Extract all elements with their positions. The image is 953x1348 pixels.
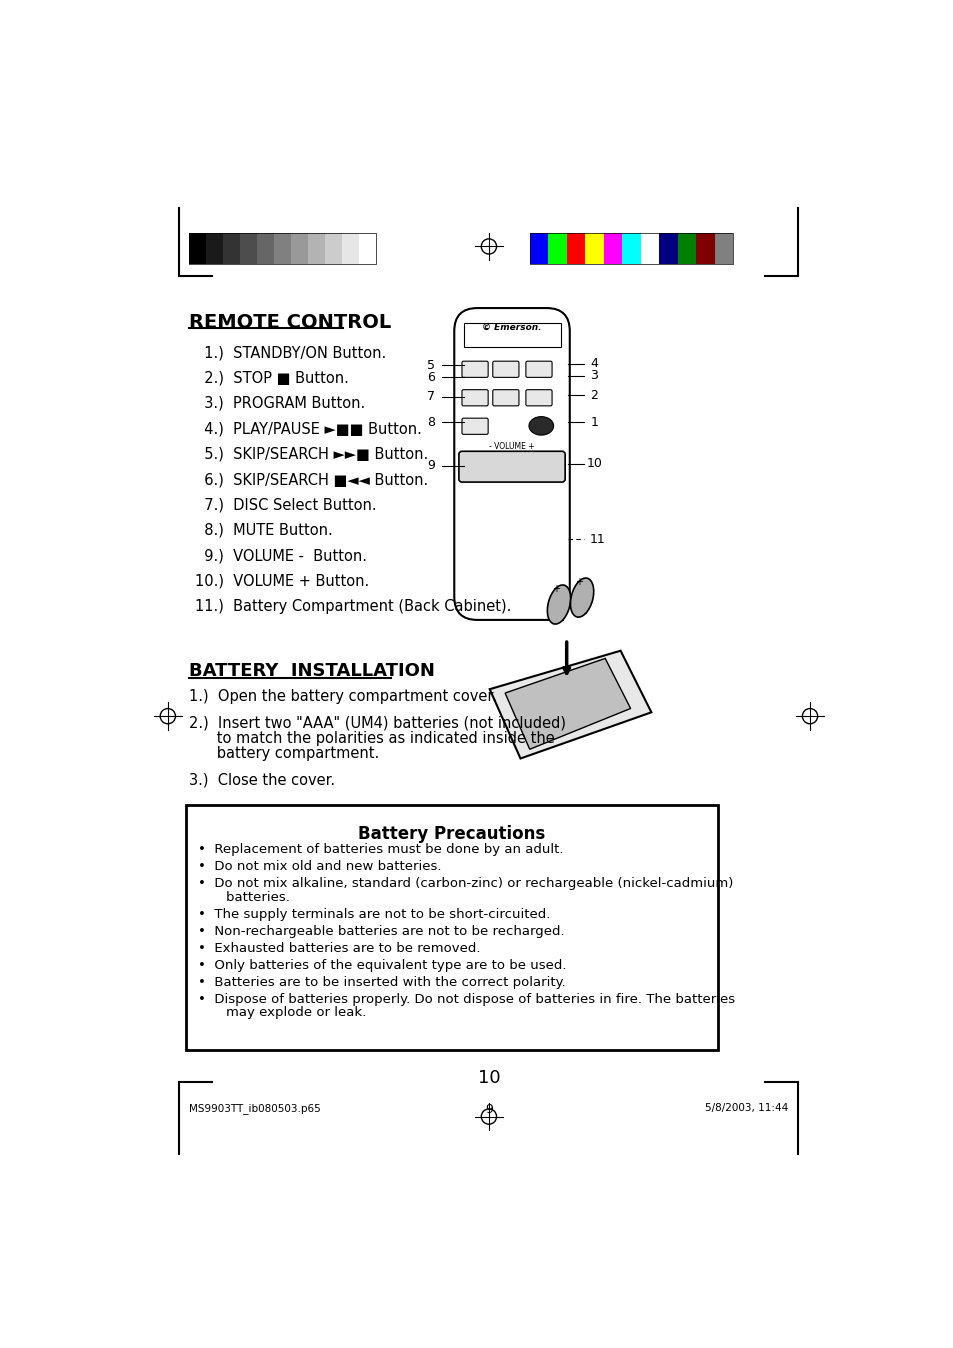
Bar bbox=[206, 233, 223, 264]
Text: 8: 8 bbox=[427, 415, 435, 429]
FancyBboxPatch shape bbox=[454, 309, 569, 620]
Ellipse shape bbox=[528, 417, 553, 435]
Text: 11.)  Battery Compartment (Back Cabinet).: 11.) Battery Compartment (Back Cabinet). bbox=[194, 599, 511, 615]
Text: 5: 5 bbox=[427, 359, 435, 372]
Text: 6: 6 bbox=[427, 371, 435, 384]
Text: 4.)  PLAY/PAUSE ►■■ Button.: 4.) PLAY/PAUSE ►■■ Button. bbox=[194, 421, 421, 437]
Text: 5/8/2003, 11:44: 5/8/2003, 11:44 bbox=[704, 1103, 787, 1112]
Text: to match the polarities as indicated inside the: to match the polarities as indicated ins… bbox=[190, 731, 555, 745]
Text: REMOTE CONTROL: REMOTE CONTROL bbox=[190, 313, 392, 332]
Text: may explode or leak.: may explode or leak. bbox=[209, 1007, 366, 1019]
Text: © Emerson.: © Emerson. bbox=[482, 322, 541, 332]
Bar bbox=[621, 233, 640, 264]
Text: •  Non-rechargeable batteries are not to be recharged.: • Non-rechargeable batteries are not to … bbox=[197, 925, 564, 938]
Text: batteries.: batteries. bbox=[209, 891, 289, 905]
Bar bbox=[274, 233, 291, 264]
Bar bbox=[529, 233, 548, 264]
Bar bbox=[659, 233, 677, 264]
Bar bbox=[603, 233, 621, 264]
Ellipse shape bbox=[547, 585, 570, 624]
Bar bbox=[291, 233, 308, 264]
Bar bbox=[308, 233, 325, 264]
Text: •  Replacement of batteries must be done by an adult.: • Replacement of batteries must be done … bbox=[197, 844, 563, 856]
FancyBboxPatch shape bbox=[458, 452, 564, 483]
Bar bbox=[463, 324, 560, 346]
Text: 3.)  PROGRAM Button.: 3.) PROGRAM Button. bbox=[194, 396, 365, 411]
Bar bbox=[341, 233, 358, 264]
Text: 3: 3 bbox=[590, 369, 598, 383]
Text: •  Batteries are to be inserted with the correct polarity.: • Batteries are to be inserted with the … bbox=[197, 976, 565, 988]
Text: 6.)  SKIP/SEARCH ■◄◄ Button.: 6.) SKIP/SEARCH ■◄◄ Button. bbox=[194, 472, 428, 487]
FancyBboxPatch shape bbox=[493, 390, 518, 406]
Bar bbox=[358, 233, 375, 264]
Text: +: + bbox=[552, 584, 559, 594]
Bar bbox=[223, 233, 240, 264]
Text: 11: 11 bbox=[589, 532, 605, 546]
FancyBboxPatch shape bbox=[525, 361, 552, 377]
Bar bbox=[640, 233, 659, 264]
Text: 9.)  VOLUME -  Button.: 9.) VOLUME - Button. bbox=[194, 549, 366, 563]
Text: 1: 1 bbox=[590, 415, 598, 429]
Text: •  Dispose of batteries properly. Do not dispose of batteries in fire. The batte: • Dispose of batteries properly. Do not … bbox=[197, 992, 734, 1006]
FancyBboxPatch shape bbox=[493, 361, 518, 377]
Text: 1.)  Open the battery compartment cover.: 1.) Open the battery compartment cover. bbox=[190, 689, 497, 704]
FancyBboxPatch shape bbox=[461, 418, 488, 434]
Bar bbox=[584, 233, 603, 264]
Bar bbox=[190, 233, 375, 264]
Text: •  Do not mix alkaline, standard (carbon-zinc) or rechargeable (nickel-cadmium): • Do not mix alkaline, standard (carbon-… bbox=[197, 878, 733, 890]
Polygon shape bbox=[489, 651, 651, 759]
Text: 10: 10 bbox=[586, 457, 601, 470]
Text: -: - bbox=[559, 615, 563, 625]
Bar bbox=[548, 233, 566, 264]
Text: •  Exhausted batteries are to be removed.: • Exhausted batteries are to be removed. bbox=[197, 942, 480, 954]
Bar bbox=[190, 233, 206, 264]
Text: battery compartment.: battery compartment. bbox=[190, 747, 379, 762]
Text: - VOLUME +: - VOLUME + bbox=[489, 442, 535, 452]
Text: 7: 7 bbox=[427, 390, 435, 403]
Ellipse shape bbox=[570, 578, 593, 617]
Text: 2.)  Insert two "AAA" (UM4) batteries (not included): 2.) Insert two "AAA" (UM4) batteries (no… bbox=[190, 716, 566, 731]
Text: 9: 9 bbox=[484, 1103, 493, 1116]
FancyBboxPatch shape bbox=[525, 390, 552, 406]
Text: BATTERY  INSTALLATION: BATTERY INSTALLATION bbox=[190, 662, 435, 681]
Text: 7.)  DISC Select Button.: 7.) DISC Select Button. bbox=[194, 497, 376, 512]
Text: 8.)  MUTE Button.: 8.) MUTE Button. bbox=[194, 523, 333, 538]
Bar bbox=[185, 805, 718, 1050]
Bar bbox=[714, 233, 732, 264]
FancyBboxPatch shape bbox=[461, 361, 488, 377]
Bar bbox=[677, 233, 696, 264]
Polygon shape bbox=[504, 658, 630, 749]
FancyBboxPatch shape bbox=[461, 390, 488, 406]
Text: MS9903TT_ib080503.p65: MS9903TT_ib080503.p65 bbox=[190, 1103, 321, 1113]
Bar bbox=[696, 233, 714, 264]
Bar bbox=[566, 233, 584, 264]
Bar bbox=[325, 233, 341, 264]
Text: Battery Precautions: Battery Precautions bbox=[358, 825, 545, 842]
Text: 10: 10 bbox=[477, 1069, 499, 1086]
Text: 3.)  Close the cover.: 3.) Close the cover. bbox=[190, 772, 335, 787]
Text: 1.)  STANDBY/ON Button.: 1.) STANDBY/ON Button. bbox=[194, 345, 386, 360]
Text: +: + bbox=[575, 577, 582, 588]
Text: 5.)  SKIP/SEARCH ►►■ Button.: 5.) SKIP/SEARCH ►►■ Button. bbox=[194, 446, 428, 461]
Text: 2: 2 bbox=[590, 388, 598, 402]
Text: •  Do not mix old and new batteries.: • Do not mix old and new batteries. bbox=[197, 860, 441, 874]
Bar bbox=[240, 233, 257, 264]
Text: •  Only batteries of the equivalent type are to be used.: • Only batteries of the equivalent type … bbox=[197, 958, 566, 972]
Text: 4: 4 bbox=[590, 357, 598, 369]
Text: •  The supply terminals are not to be short-circuited.: • The supply terminals are not to be sho… bbox=[197, 909, 550, 921]
Bar bbox=[257, 233, 274, 264]
Text: -: - bbox=[583, 608, 586, 617]
Bar bbox=[529, 233, 732, 264]
Text: 9: 9 bbox=[427, 460, 435, 472]
Text: 2.)  STOP ■ Button.: 2.) STOP ■ Button. bbox=[194, 371, 348, 386]
Text: 10.)  VOLUME + Button.: 10.) VOLUME + Button. bbox=[194, 574, 369, 589]
